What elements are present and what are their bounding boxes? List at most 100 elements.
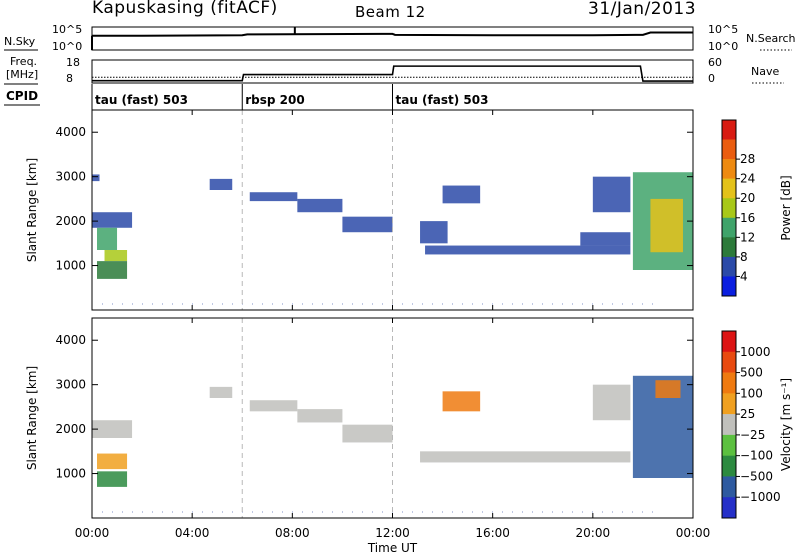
velocity-colorbar-swatch (722, 455, 736, 477)
power-echo-patch (92, 212, 133, 228)
power-echo-patch (97, 227, 118, 250)
power-echo-patch (342, 216, 393, 233)
sky-right-tick-bottom: 10^0 (708, 40, 738, 53)
power-echo-patch (92, 174, 100, 182)
velocity-colorbar-swatch (722, 434, 736, 456)
time-tick-label: 08:00 (275, 526, 310, 540)
station-title: Kapuskasing (fitACF) (92, 0, 278, 18)
velocity-ylabel: Slant Range [km] (25, 366, 39, 470)
velocity-colorbar-tick-label: −25 (740, 428, 765, 442)
power-ylabel: Slant Range [km] (25, 158, 39, 262)
power-echo-patch (297, 198, 343, 213)
velocity-colorbar-frame (721, 330, 737, 519)
velocity-colorbar-tick-label: −100 (740, 449, 773, 463)
power-ytick-label: 3000 (55, 170, 86, 184)
sky-noise-line (92, 31, 693, 37)
velocity-colorbar-swatch (722, 476, 736, 498)
velocity-ytick-label: 4000 (55, 333, 86, 347)
velocity-colorbar-swatch (722, 372, 736, 394)
velocity-colorbar-tick-label: −500 (740, 469, 773, 483)
power-colorbar-swatch (722, 198, 736, 219)
velocity-echo-patch (92, 420, 133, 438)
power-colorbar-swatch (722, 178, 736, 199)
power-echo-patch (425, 245, 631, 255)
velocity-colorbar-tick-label: −1000 (740, 490, 781, 504)
velocity-colorbar-swatch (722, 393, 736, 415)
cpid-segment-label: rbsp 200 (245, 93, 304, 107)
nave-right-tick-top: 60 (708, 56, 722, 69)
power-colorbar-swatch (722, 139, 736, 160)
velocity-echo-patch (297, 409, 343, 423)
power-colorbar-tick-label: 24 (740, 172, 755, 186)
date-title: 31/Jan/2013 (588, 0, 697, 19)
power-colorbar-tick-label: 16 (740, 211, 755, 225)
velocity-ytick-label: 1000 (55, 467, 86, 481)
velocity-colorbar-swatch (722, 497, 736, 519)
sky-right-tick-top: 10^5 (708, 23, 738, 36)
power-echo-patch (420, 221, 448, 244)
velocity-colorbar-label: Velocity [m s⁻¹] (779, 378, 793, 471)
freq-frame (91, 59, 694, 84)
power-colorbar-swatch (722, 237, 736, 258)
power-colorbar-tick-label: 28 (740, 152, 755, 166)
power-ytick-label: 4000 (55, 125, 86, 139)
freq-unit-label: [MHz] (6, 68, 38, 81)
velocity-echo-patch (97, 453, 128, 470)
power-echo-patch (592, 176, 631, 213)
power-echo-patch (209, 178, 233, 190)
beam-title: Beam 12 (355, 3, 426, 21)
cpid-label: CPID (6, 89, 38, 103)
velocity-ytick-label: 3000 (55, 378, 86, 392)
time-axis-label: Time UT (367, 541, 418, 554)
power-colorbar-tick-label: 8 (740, 250, 748, 264)
power-colorbar-swatch (722, 120, 736, 140)
power-colorbar-tick-label: 12 (740, 230, 755, 244)
velocity-colorbar-tick-label: 100 (740, 386, 763, 400)
power-echo-patch (650, 198, 683, 253)
power-echo-patch (97, 261, 128, 279)
sky-noise-frame (91, 26, 694, 51)
power-echo-patch (104, 250, 128, 262)
velocity-echo-patch (342, 424, 393, 443)
power-echo-patch (580, 232, 631, 246)
velocity-echo-patch (249, 400, 298, 412)
velocity-echo-patch (209, 386, 233, 398)
power-ytick-label: 1000 (55, 259, 86, 273)
power-colorbar-label: Power [dB] (779, 175, 793, 240)
time-tick-label: 04:00 (175, 526, 210, 540)
time-tick-label: 20:00 (576, 526, 611, 540)
velocity-echo-patch (97, 471, 128, 487)
power-colorbar-frame (721, 119, 737, 297)
power-colorbar-tick-label: 4 (740, 269, 748, 283)
power-echo-patch (249, 192, 298, 202)
power-ytick-label: 2000 (55, 214, 86, 228)
time-tick-label: 00:00 (676, 526, 711, 540)
velocity-ytick-label: 2000 (55, 422, 86, 436)
freq-left-tick-top: 18 (66, 56, 80, 69)
velocity-echo-patch (592, 384, 631, 421)
velocity-colorbar-tick-label: 25 (740, 407, 755, 421)
velocity-colorbar-swatch (722, 414, 736, 436)
nave-label: Nave (751, 65, 779, 78)
time-tick-label: 12:00 (375, 526, 410, 540)
sky-left-tick-top: 10^5 (52, 23, 82, 36)
power-colorbar-swatch (722, 159, 736, 179)
velocity-colorbar-swatch (722, 331, 736, 353)
velocity-colorbar-tick-label: 1000 (740, 345, 771, 359)
nave-line (92, 65, 693, 82)
power-echo-patch (442, 185, 481, 204)
power-colorbar-swatch (722, 217, 736, 238)
velocity-colorbar-tick-label: 500 (740, 366, 763, 380)
velocity-echo-patch (420, 451, 631, 463)
cpid-segment-label: tau (fast) 503 (95, 93, 188, 107)
freq-label: Freq. (10, 55, 37, 68)
velocity-echo-patch (442, 391, 481, 412)
power-colorbar-swatch (722, 276, 736, 297)
time-tick-label: 16:00 (475, 526, 510, 540)
velocity-colorbar-swatch (722, 351, 736, 373)
freq-left-tick-bottom: 8 (66, 72, 73, 85)
nave-right-tick-bottom: 0 (708, 72, 715, 85)
sky-left-tick-bottom: 10^0 (52, 40, 82, 53)
